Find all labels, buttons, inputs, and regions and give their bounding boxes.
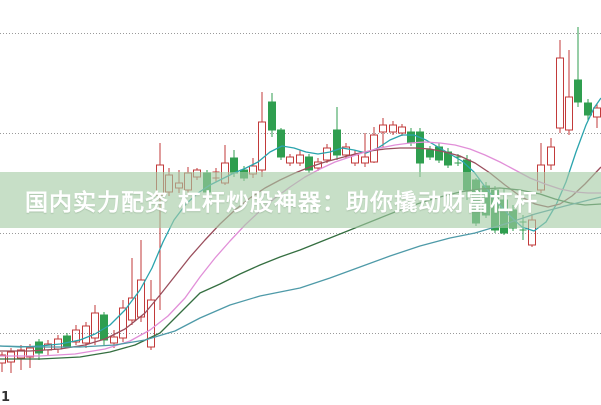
corner-axis-fragment: 1 <box>1 390 11 405</box>
candle <box>286 154 294 166</box>
candle <box>17 345 25 370</box>
candle <box>268 93 276 137</box>
candle <box>305 154 313 173</box>
candle <box>137 240 145 322</box>
candle <box>277 128 285 160</box>
candle <box>444 148 452 168</box>
candle <box>91 305 99 345</box>
candle <box>156 143 164 310</box>
candle <box>147 280 155 350</box>
candle <box>463 155 471 200</box>
candle <box>416 128 424 177</box>
candle <box>426 146 434 160</box>
candle <box>389 121 397 135</box>
candle <box>296 150 304 166</box>
candle <box>72 325 80 345</box>
candle <box>333 107 341 160</box>
candle <box>203 170 211 196</box>
candle <box>128 258 136 325</box>
candle <box>351 150 359 166</box>
candle <box>584 99 592 120</box>
candle <box>370 127 378 163</box>
candle <box>175 170 183 193</box>
candle <box>63 333 71 348</box>
candle <box>249 158 257 178</box>
candle <box>472 178 480 226</box>
candle <box>0 352 6 372</box>
candle <box>398 124 406 136</box>
candle <box>574 27 582 107</box>
candle <box>212 168 220 182</box>
ma-line-magenta <box>0 141 601 357</box>
candle <box>7 348 15 373</box>
candle <box>361 133 369 167</box>
candle <box>565 50 573 135</box>
candle <box>258 92 266 177</box>
candles <box>0 27 601 373</box>
candle <box>119 300 127 342</box>
candle <box>35 339 43 360</box>
candle <box>193 168 201 180</box>
candle <box>556 40 564 133</box>
gridlines <box>0 33 601 334</box>
candle <box>184 167 192 193</box>
candle <box>537 143 545 193</box>
candle <box>547 138 555 170</box>
candle <box>165 168 173 196</box>
